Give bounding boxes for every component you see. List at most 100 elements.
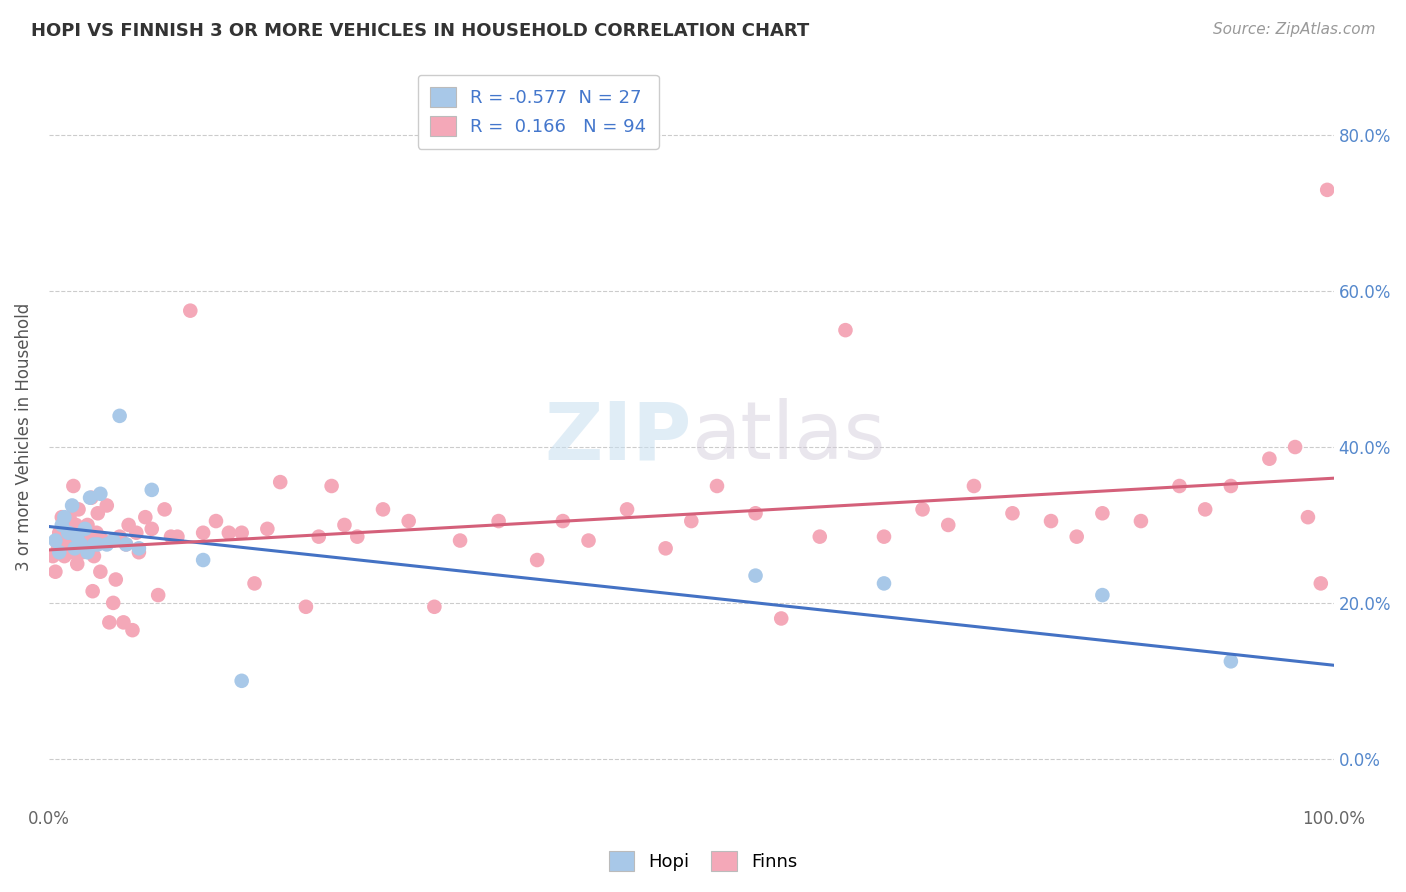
Point [76, 545, 98, 559]
Point [1091, 506, 1114, 520]
Point [51, 518, 73, 533]
Point [128, 541, 150, 556]
Point [73, 522, 96, 536]
Point [160, 530, 183, 544]
Point [1309, 576, 1331, 591]
Point [63, 533, 86, 548]
Point [654, 541, 676, 556]
Point [153, 502, 176, 516]
Point [112, 615, 135, 630]
Point [72, 545, 94, 559]
Legend: R = -0.577  N = 27, R =  0.166   N = 94: R = -0.577 N = 27, R = 0.166 N = 94 [418, 75, 659, 149]
Point [53, 510, 76, 524]
Point [346, 530, 368, 544]
Point [108, 530, 131, 544]
Point [87, 506, 110, 520]
Point [269, 475, 291, 489]
Point [46, 541, 69, 556]
Point [744, 506, 766, 520]
Point [91, 533, 114, 548]
Point [616, 502, 638, 516]
Point [1194, 502, 1216, 516]
Legend: Hopi, Finns: Hopi, Finns [602, 844, 804, 879]
Point [48, 525, 70, 540]
Point [86, 525, 108, 540]
Point [191, 553, 214, 567]
Point [53, 549, 76, 563]
Point [873, 576, 896, 591]
Text: Source: ZipAtlas.com: Source: ZipAtlas.com [1212, 22, 1375, 37]
Point [73, 537, 96, 551]
Point [83, 537, 105, 551]
Point [1129, 514, 1152, 528]
Point [103, 533, 125, 548]
Point [1296, 510, 1319, 524]
Point [681, 514, 703, 528]
Point [89, 565, 111, 579]
Point [578, 533, 600, 548]
Point [108, 409, 131, 423]
Point [1258, 451, 1281, 466]
Point [55, 522, 77, 536]
Point [117, 518, 139, 533]
Text: HOPI VS FINNISH 3 OR MORE VEHICLES IN HOUSEHOLD CORRELATION CHART: HOPI VS FINNISH 3 OR MORE VEHICLES IN HO… [31, 22, 810, 40]
Point [706, 479, 728, 493]
Point [70, 530, 93, 544]
Point [488, 514, 510, 528]
Point [141, 522, 163, 536]
Point [1001, 506, 1024, 520]
Point [1040, 514, 1063, 528]
Point [96, 499, 118, 513]
Text: ZIP: ZIP [544, 399, 692, 476]
Point [58, 510, 80, 524]
Point [59, 530, 82, 544]
Point [60, 545, 83, 559]
Point [79, 537, 101, 551]
Point [76, 518, 98, 533]
Point [48, 545, 70, 559]
Point [67, 502, 90, 516]
Point [205, 514, 228, 528]
Point [308, 530, 330, 544]
Point [808, 530, 831, 544]
Point [42, 549, 65, 563]
Point [371, 502, 394, 516]
Point [141, 483, 163, 497]
Point [125, 525, 148, 540]
Point [449, 533, 471, 548]
Point [58, 537, 80, 551]
Point [62, 479, 84, 493]
Point [60, 499, 83, 513]
Point [1066, 530, 1088, 544]
Point [115, 537, 138, 551]
Point [551, 514, 574, 528]
Point [191, 525, 214, 540]
Point [103, 596, 125, 610]
Point [87, 537, 110, 551]
Point [66, 530, 89, 544]
Point [1091, 588, 1114, 602]
Point [65, 518, 87, 533]
Point [744, 568, 766, 582]
Point [66, 557, 89, 571]
Point [1168, 479, 1191, 493]
Point [179, 303, 201, 318]
Point [333, 518, 356, 533]
Point [121, 623, 143, 637]
Point [1219, 654, 1241, 668]
Point [243, 576, 266, 591]
Point [79, 491, 101, 505]
Point [423, 599, 446, 614]
Point [83, 549, 105, 563]
Point [231, 673, 253, 688]
Point [218, 525, 240, 540]
Point [231, 525, 253, 540]
Point [321, 479, 343, 493]
Point [295, 599, 318, 614]
Point [963, 479, 986, 493]
Point [911, 502, 934, 516]
Point [80, 491, 103, 505]
Point [256, 522, 278, 536]
Point [73, 522, 96, 536]
Point [1284, 440, 1306, 454]
